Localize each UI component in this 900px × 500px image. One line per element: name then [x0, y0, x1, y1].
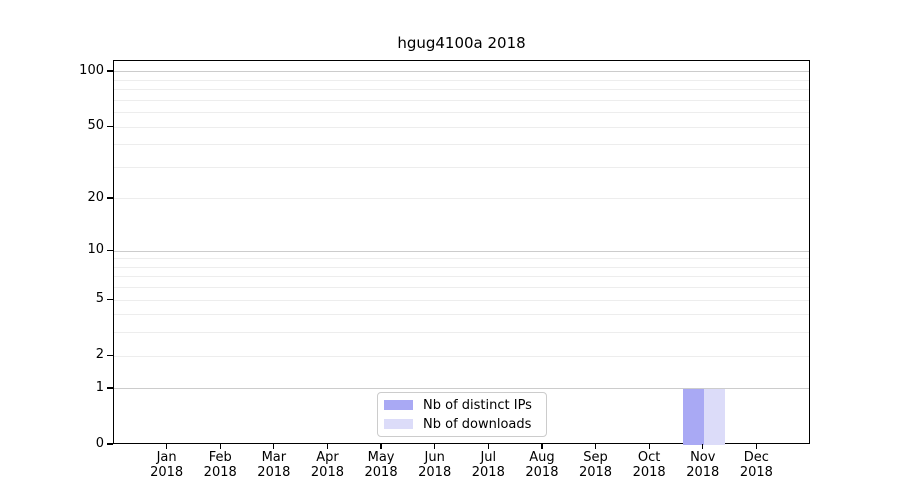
x-tick-label: Sep 2018: [578, 450, 613, 480]
x-tick-label: Dec 2018: [739, 450, 773, 480]
chart-title: hgug4100a 2018: [397, 34, 526, 52]
y-tick-label: 5: [95, 291, 104, 307]
gridline-minor: [114, 276, 809, 278]
x-tick-label: Oct 2018: [632, 450, 666, 480]
legend-label: Nb of downloads: [423, 416, 532, 432]
gridline-minor: [114, 258, 809, 260]
y-tick-label: 0: [95, 436, 104, 451]
gridlines-layer: [114, 61, 809, 443]
x-tick-label: Aug 2018: [525, 450, 559, 480]
gridline-major: [114, 388, 809, 390]
legend-swatch: [384, 400, 413, 410]
y-tick: [107, 387, 113, 389]
x-tick: [755, 444, 758, 449]
y-tick-label: 20: [87, 189, 104, 205]
y-tick: [107, 443, 113, 445]
x-tick-label: Jan 2018: [150, 450, 184, 480]
gridline-minor: [114, 266, 809, 268]
plot-area: [113, 60, 810, 445]
legend-row: Nb of distinct IPs: [384, 398, 538, 413]
y-tick-label: 2: [95, 347, 104, 363]
gridline-minor: [114, 99, 809, 101]
gridline-major: [114, 71, 809, 73]
y-tick-label: 1: [95, 379, 104, 395]
x-tick-label: Jun 2018: [418, 450, 452, 480]
gridline-minor: [114, 166, 809, 168]
y-tick: [107, 125, 113, 127]
y-tick: [107, 249, 113, 251]
y-tick: [107, 197, 113, 199]
y-tick: [107, 70, 113, 72]
x-tick: [541, 444, 543, 449]
x-tick: [648, 444, 650, 449]
gridline-minor: [114, 299, 809, 301]
x-tick-label: Feb 2018: [203, 450, 237, 480]
y-tick: [107, 298, 113, 300]
x-tick: [594, 444, 597, 449]
bars-layer: [114, 61, 809, 445]
gridline-minor: [114, 126, 809, 128]
x-tick-label: Nov 2018: [686, 450, 720, 480]
gridline-minor: [114, 112, 809, 114]
x-tick: [434, 444, 436, 449]
x-tick: [326, 444, 329, 449]
bar: [703, 388, 725, 445]
gridline-minor: [114, 89, 809, 91]
y-tick-label: 50: [87, 118, 104, 134]
x-tick-label: Jul 2018: [471, 450, 505, 480]
bar: [682, 388, 704, 445]
legend-swatch: [384, 419, 413, 429]
x-tick-label: Apr 2018: [310, 450, 344, 480]
x-tick-label: Mar 2018: [257, 450, 291, 480]
legend-row: Nb of downloads: [384, 417, 538, 432]
x-tick: [219, 444, 221, 449]
x-tick: [702, 444, 704, 449]
gridline-minor: [114, 79, 809, 81]
x-tick: [165, 444, 168, 449]
x-tick: [273, 444, 275, 449]
legend: Nb of distinct IPs Nb of downloads: [377, 392, 547, 437]
x-tick: [487, 444, 489, 449]
gridline-minor: [114, 355, 809, 357]
x-tick: [380, 444, 382, 449]
gridline-minor: [114, 287, 809, 289]
gridline-minor: [114, 198, 809, 200]
gridline-minor: [114, 332, 809, 334]
y-tick-label: 10: [87, 242, 104, 258]
gridline-minor: [114, 314, 809, 316]
gridline-major: [114, 250, 809, 252]
y-tick: [107, 354, 113, 356]
y-tick-label: 100: [79, 62, 104, 78]
legend-label: Nb of distinct IPs: [423, 397, 532, 413]
gridline-minor: [114, 144, 809, 146]
x-tick-label: May 2018: [364, 450, 398, 480]
